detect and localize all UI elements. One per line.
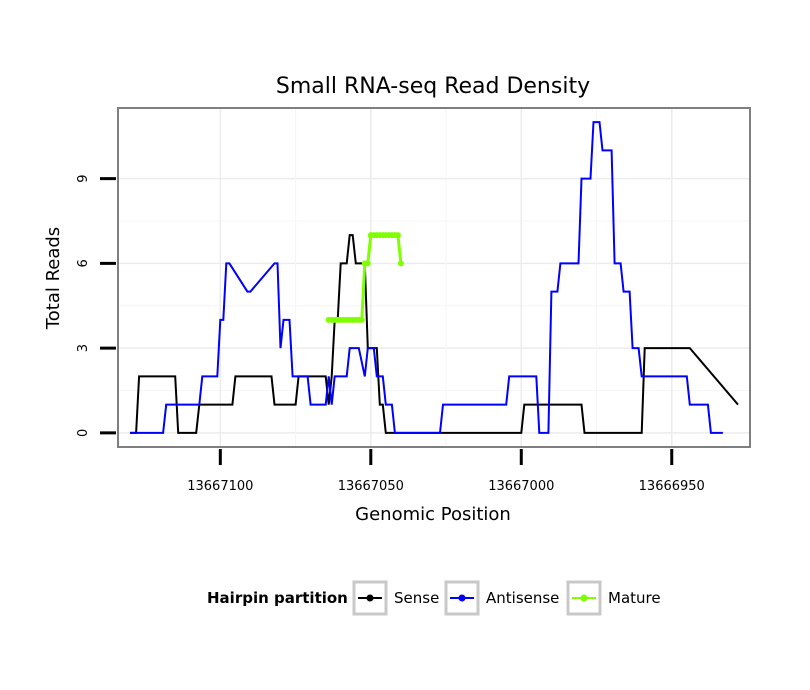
x-axis-title: Genomic Position xyxy=(355,504,511,525)
legend-key-point xyxy=(580,594,588,602)
mature-point xyxy=(358,316,365,323)
mature-point xyxy=(364,260,371,267)
legend-item-antisense: Antisense xyxy=(444,580,559,616)
y-tick-label: 3 xyxy=(76,344,91,352)
chart-title: Small RNA-seq Read Density xyxy=(276,74,590,99)
x-tick-label: 13667050 xyxy=(338,479,404,494)
series-layer xyxy=(130,121,739,434)
legend: Hairpin partition Sense Antisense Mature xyxy=(207,580,661,616)
y-axis: 0 3 6 9 xyxy=(76,174,116,437)
grid xyxy=(118,108,750,447)
x-axis: 13667100 13667050 13667000 13666950 xyxy=(187,449,705,494)
x-tick-label: 13667000 xyxy=(488,479,554,494)
sense-line xyxy=(130,234,739,434)
y-tick-label: 9 xyxy=(76,174,91,182)
series-antisense xyxy=(130,121,723,434)
legend-title: Hairpin partition xyxy=(207,589,348,607)
series-mature xyxy=(325,232,404,323)
y-tick-label: 6 xyxy=(76,259,91,267)
legend-item-mature: Mature xyxy=(566,580,661,616)
y-axis-title: Total Reads xyxy=(43,227,64,330)
legend-label: Antisense xyxy=(486,589,559,607)
plot-background xyxy=(118,108,750,447)
x-tick-label: 13666950 xyxy=(639,479,705,494)
mature-point xyxy=(394,232,401,239)
legend-entries: Sense Antisense Mature xyxy=(352,580,661,616)
antisense-line xyxy=(130,121,723,434)
mature-point xyxy=(397,260,404,267)
x-tick-label: 13667100 xyxy=(187,479,253,494)
plot-border xyxy=(117,107,751,448)
y-tick-label: 0 xyxy=(76,429,91,437)
legend-key-point xyxy=(458,594,466,602)
legend-item-sense: Sense xyxy=(352,580,439,616)
legend-key-point xyxy=(366,594,374,602)
legend-label: Sense xyxy=(394,589,439,607)
series-sense xyxy=(130,234,739,434)
legend-label: Mature xyxy=(608,589,661,607)
